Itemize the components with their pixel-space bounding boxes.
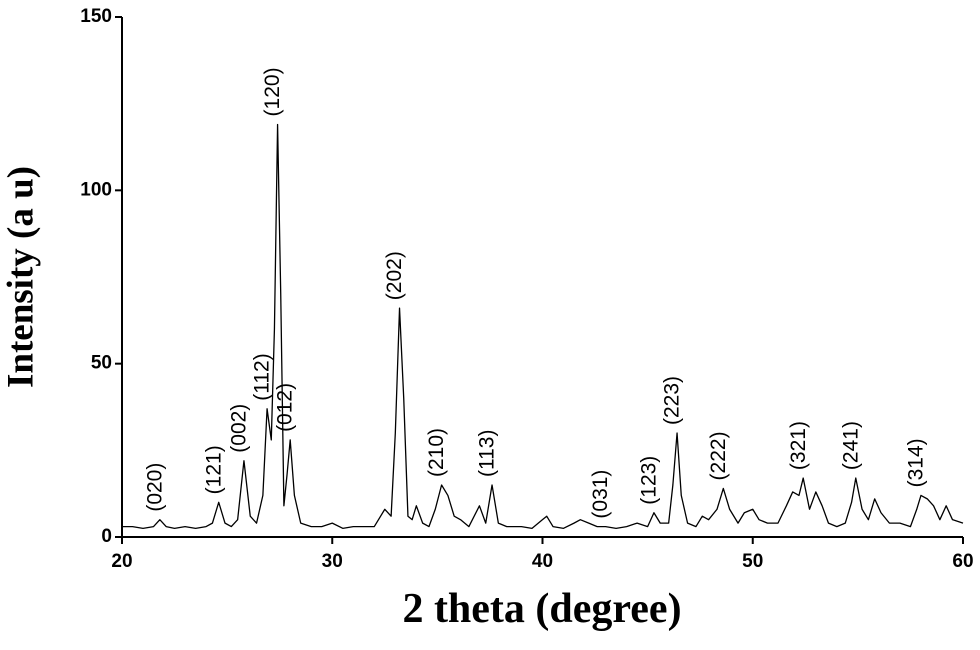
peak-label: (314) (904, 438, 927, 487)
peak-label: (112) (251, 353, 274, 400)
peak-label: (321) (787, 421, 810, 470)
y-tick-label: 150 (80, 6, 112, 27)
x-tick-label: 40 (532, 551, 553, 572)
peak-label: (223) (661, 376, 684, 425)
y-axis-title: Intensity (a u) (0, 166, 41, 388)
peak-label: (202) (383, 251, 406, 300)
x-tick-label: 30 (322, 551, 343, 572)
y-tick-label: 50 (91, 353, 112, 374)
y-tick-label: 100 (80, 179, 112, 200)
x-tick-label: 50 (742, 551, 763, 572)
x-tick-label: 20 (111, 551, 132, 572)
peak-label: (113) (476, 430, 499, 477)
peak-label: (210) (425, 428, 448, 477)
peak-label: (121) (202, 445, 225, 494)
peak-label: (012) (274, 383, 297, 432)
peak-label: (031) (589, 470, 612, 519)
peak-label: (020) (143, 463, 166, 512)
x-tick-label: 60 (952, 551, 973, 572)
x-axis-title: 2 theta (degree) (402, 586, 681, 632)
peak-label: (222) (707, 431, 730, 480)
peak-label: (002) (227, 404, 250, 453)
peak-label: (120) (261, 67, 284, 116)
peak-label: (123) (637, 456, 660, 505)
peak-label: (241) (839, 421, 862, 470)
xrd-line (122, 123, 964, 529)
y-tick-label: 0 (101, 526, 112, 547)
